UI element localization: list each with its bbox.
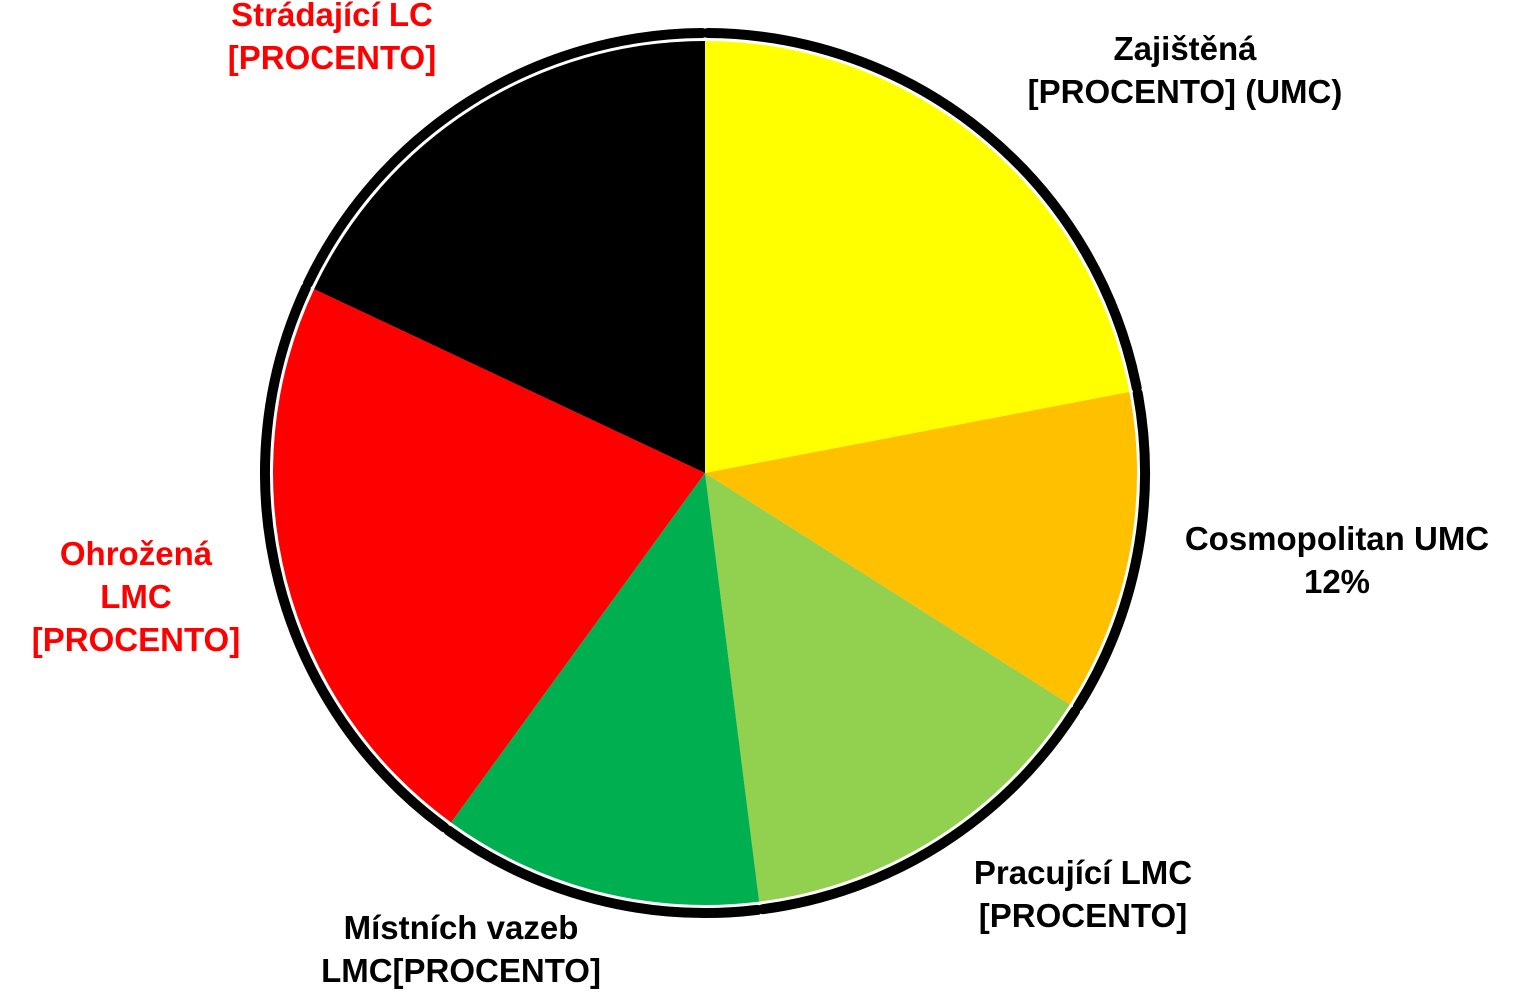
slice-outline — [1072, 388, 1150, 712]
label-line: LMC — [100, 578, 171, 615]
slice-outline — [757, 705, 1081, 915]
label-line: Zajištěná — [1113, 30, 1257, 67]
slice-outline — [702, 28, 1142, 393]
slice-label: Pracující LMC [PROCENTO] — [974, 854, 1192, 934]
pie-slice — [314, 41, 705, 473]
label-line: [PROCENTO] (UMC) — [1028, 73, 1343, 110]
slice-label: Ohrožená LMC [PROCENTO] — [32, 535, 240, 658]
pie-slice — [705, 473, 1070, 902]
pie-slice — [705, 392, 1138, 705]
slice-outline — [260, 283, 450, 833]
slice-outline — [303, 28, 708, 289]
slice-label: Místních vazeb LMC[PROCENTO] — [321, 909, 601, 989]
slice-label: Zajištěná [PROCENTO] (UMC) — [1028, 30, 1343, 110]
pie-slice — [273, 289, 705, 823]
label-line: Cosmopolitan UMC — [1185, 520, 1489, 557]
label-line: Ohrožená — [60, 535, 213, 572]
label-line: [PROCENTO] — [32, 621, 240, 658]
label-line: [PROCENTO] — [228, 39, 436, 76]
pie-slice — [705, 41, 1130, 473]
label-line: Pracující LMC — [974, 854, 1192, 891]
label-line: 12% — [1304, 563, 1370, 600]
label-line: Místních vazeb — [344, 909, 579, 946]
slice-outline — [443, 825, 763, 918]
pie-slice — [451, 473, 760, 906]
slice-label: Strádající LC [PROCENTO] — [228, 0, 436, 76]
label-line: Strádající LC — [231, 0, 433, 33]
label-line: LMC[PROCENTO] — [321, 952, 601, 989]
slice-label: Cosmopolitan UMC 12% — [1185, 520, 1489, 600]
label-line: [PROCENTO] — [979, 897, 1187, 934]
